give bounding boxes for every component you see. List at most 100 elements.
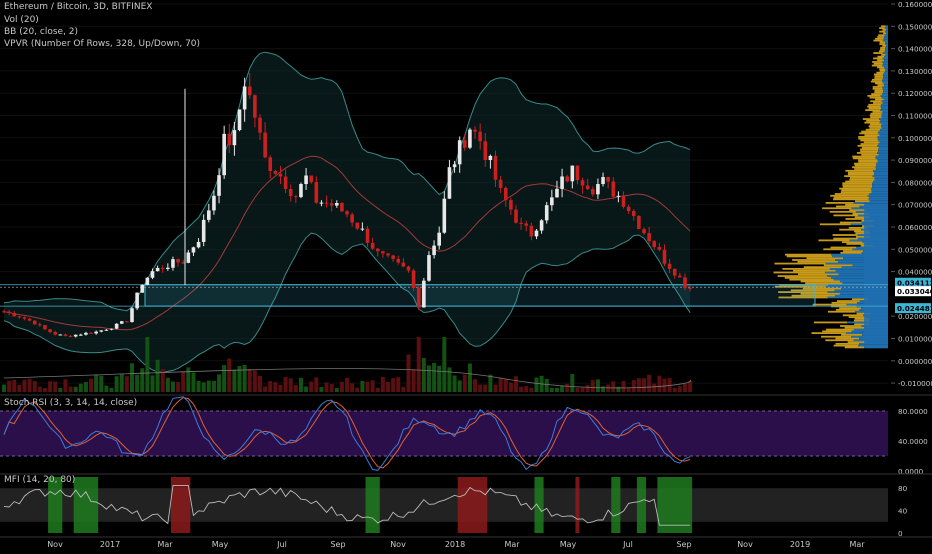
vpvr-up-bar (845, 218, 865, 220)
vpvr-down-bar (883, 37, 888, 40)
volume-bar (242, 364, 247, 392)
volume-bar (503, 379, 508, 392)
candle-body (232, 130, 237, 146)
volume-bar (534, 377, 539, 392)
vpvr-down-bar (886, 45, 888, 47)
vpvr-down-bar (877, 136, 888, 138)
volume-bar (473, 379, 478, 392)
time-tick-label: Jul (622, 540, 633, 549)
vpvr-up-bar (793, 269, 836, 272)
candle-body (171, 259, 175, 268)
candle-body (196, 241, 201, 248)
vpvr-up-bar (852, 212, 869, 215)
price-marker-label: 0.024481 (897, 304, 932, 313)
vpvr-up-bar (803, 266, 842, 269)
volume-bar (375, 387, 380, 392)
candle-body (672, 268, 677, 276)
price-tick-label: 0.140000 (898, 45, 932, 54)
volume-bar (631, 380, 636, 392)
time-tick-label: Nov (390, 540, 406, 549)
vpvr-down-bar (878, 153, 888, 156)
volume-bar (73, 386, 78, 392)
candle-body (273, 170, 278, 174)
candle-body (621, 195, 626, 207)
volume-bar (7, 380, 12, 392)
volume-bar (570, 374, 575, 392)
candle-body (176, 259, 180, 263)
time-tick-label: Mar (849, 540, 865, 549)
vpvr-up-bar (833, 198, 869, 201)
volume-bar (217, 374, 222, 392)
candle-body (519, 222, 523, 224)
vpvr-down-bar (878, 146, 888, 149)
vpvr-up-bar (846, 243, 866, 245)
candle-body (278, 173, 283, 177)
time-tick-label: 2018 (445, 540, 465, 549)
vpvr-down-bar (872, 185, 888, 188)
candle-body (365, 228, 370, 243)
volume-bar (524, 386, 529, 392)
candle-body (350, 214, 354, 223)
candle-body (22, 317, 27, 319)
mfi-line (3, 484, 691, 526)
vpvr-up-bar (805, 282, 843, 285)
vpvr-up-bar (874, 82, 884, 85)
vpvr-down-bar (875, 157, 888, 160)
vpvr-up-bar (867, 94, 881, 97)
price-tick-label: 0.080000 (898, 178, 932, 187)
candle-body (355, 222, 360, 229)
vpvr-up-bar (802, 287, 842, 290)
vpvr-up-bar (875, 37, 884, 40)
volume-bar (83, 381, 88, 392)
vpvr-down-bar (881, 96, 888, 99)
volume-bar (565, 383, 570, 392)
vpvr-down-bar (878, 143, 888, 145)
volume-bar (99, 375, 104, 392)
candle-body (667, 263, 672, 269)
candle-body (422, 280, 426, 308)
candle-body (360, 228, 365, 230)
vpvr-down-bar (874, 178, 888, 181)
vpvr-down-bar (884, 66, 888, 69)
candle-body (616, 195, 621, 197)
vpvr-down-bar (881, 116, 888, 119)
vpvr-up-bar (857, 144, 878, 147)
volume-bar (186, 367, 191, 392)
vpvr-down-bar (882, 102, 888, 104)
vpvr-up-bar (834, 193, 870, 195)
candle-body (283, 176, 288, 189)
vpvr-up-bar (822, 330, 852, 333)
vpvr-up-bar (842, 182, 873, 185)
volume-bar (626, 387, 631, 392)
vpvr-up-bar (860, 150, 879, 153)
volume-bar (380, 376, 385, 392)
volume-bar (298, 377, 303, 392)
vpvr-up-bar (882, 28, 887, 31)
vpvr-up-bar (871, 78, 883, 81)
vpvr-up-bar (874, 89, 884, 92)
volume-bar (667, 378, 672, 392)
candle-body (7, 311, 11, 313)
vpvr-down-bar (880, 109, 888, 112)
volume-bar (483, 384, 488, 392)
stoch-tick-label: 0.0000 (898, 467, 924, 476)
time-tick-label: Nov (737, 540, 753, 549)
price-tick-label: 0.130000 (898, 67, 932, 76)
mfi-signal-zone (73, 477, 99, 533)
candle-body (585, 185, 590, 190)
vpvr-down-bar (869, 193, 888, 195)
candle-body (212, 195, 216, 211)
candle-body (591, 189, 595, 195)
candle-body (335, 202, 339, 206)
volume-bar (2, 384, 6, 392)
vpvr-up-bar (832, 234, 858, 236)
vpvr-up-bar (879, 41, 886, 44)
volume-bars (2, 337, 693, 392)
vpvr-up-bar (786, 255, 833, 258)
candle-body (524, 223, 529, 226)
volume-bar (89, 378, 94, 392)
mfi-band (0, 488, 888, 522)
volume-bar (206, 380, 211, 392)
volume-bar (345, 377, 350, 392)
